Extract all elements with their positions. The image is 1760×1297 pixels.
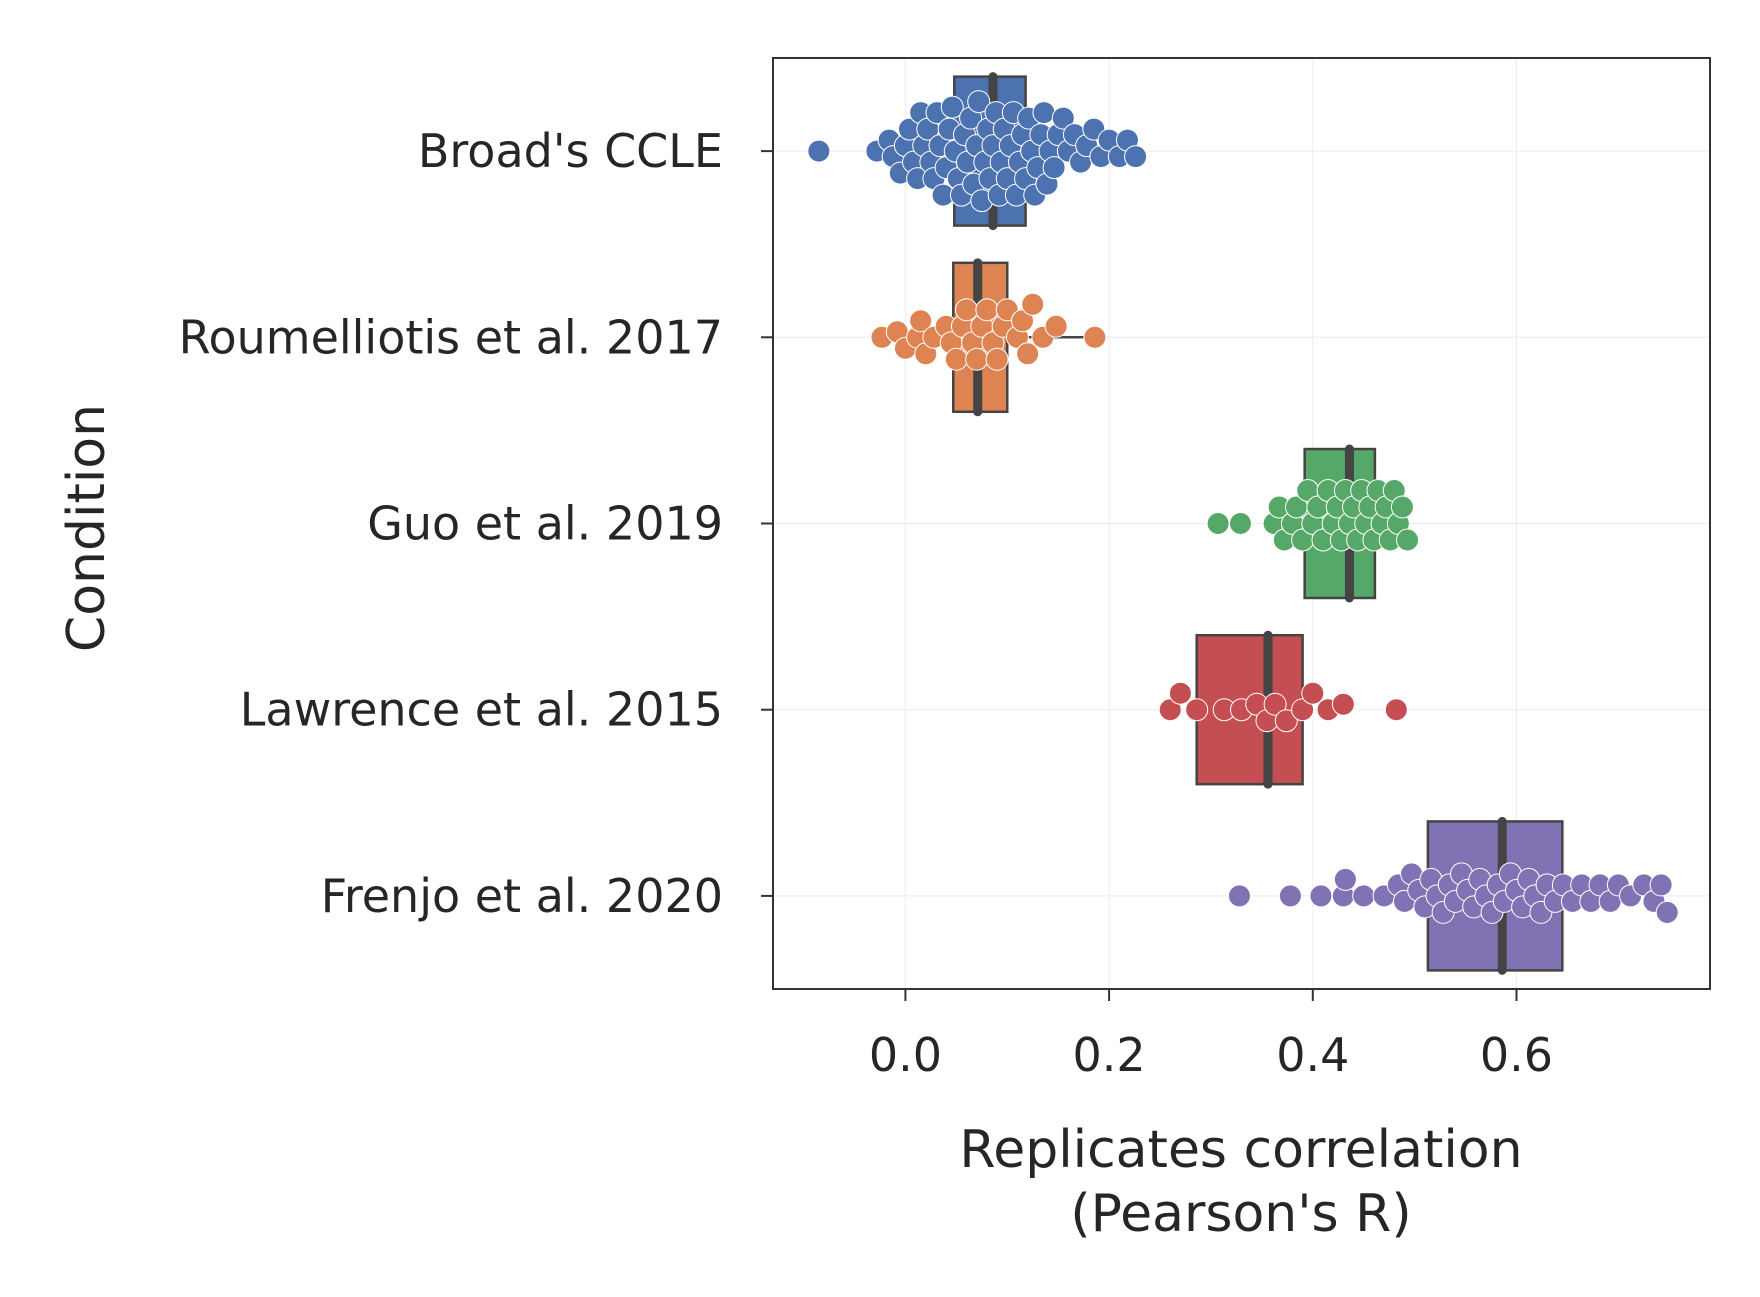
x-tick-label-3: 0.6 [1480, 1028, 1553, 1082]
data-point-1-23 [1021, 292, 1045, 316]
data-point-0-53 [1042, 156, 1066, 180]
data-point-4-4 [1333, 867, 1357, 891]
data-point-3-9 [1291, 698, 1315, 722]
data-point-1-9 [944, 347, 968, 371]
x-axis-label-line2: (Pearson's R) [1070, 1184, 1411, 1244]
data-point-1-17 [985, 347, 1009, 371]
y-tick-label-3: Lawrence et al. 2015 [240, 683, 723, 737]
data-point-0-55 [1051, 106, 1075, 130]
data-point-1-25 [1044, 314, 1068, 338]
data-point-3-13 [1384, 698, 1408, 722]
data-point-2-30 [1390, 495, 1414, 519]
y-tick-label-4: Frenjo et al. 2020 [321, 869, 723, 923]
data-point-4-0 [1227, 884, 1251, 908]
y-axis-label: Condition [57, 404, 117, 652]
x-tick-label-1: 0.2 [1073, 1028, 1146, 1082]
y-tick-label-2: Guo et al. 2019 [367, 497, 723, 551]
data-point-1-15 [975, 298, 999, 322]
data-point-3-1 [1168, 681, 1192, 705]
x-axis-label: Replicates correlation [959, 1120, 1522, 1180]
data-point-4-1 [1278, 884, 1302, 908]
data-point-2-1 [1228, 512, 1252, 535]
data-point-0-50 [1032, 101, 1056, 125]
data-point-3-10 [1301, 681, 1325, 705]
data-point-3-12 [1331, 692, 1355, 716]
data-point-2-0 [1206, 512, 1230, 535]
y-tick-label-1: Roumelliotis et al. 2017 [179, 310, 723, 364]
x-tick-label-2: 0.4 [1276, 1028, 1349, 1082]
data-point-1-26 [1083, 325, 1107, 349]
data-point-1-21 [1011, 309, 1035, 333]
data-point-0-28 [967, 90, 991, 114]
data-point-4-43 [1649, 873, 1673, 897]
data-point-4-44 [1655, 900, 1679, 924]
data-point-1-4 [909, 309, 933, 333]
data-point-4-5 [1352, 884, 1376, 908]
data-point-3-8 [1274, 709, 1298, 733]
x-tick-label-0: 0.0 [869, 1028, 942, 1082]
data-point-0-19 [940, 95, 964, 119]
data-point-3-7 [1263, 692, 1287, 716]
data-point-1-13 [965, 347, 989, 371]
x-axis-ticks: 0.0 0.2 0.4 0.6 [869, 989, 1553, 1082]
data-point-0-0 [807, 139, 831, 163]
data-point-3-2 [1185, 698, 1209, 722]
points [807, 90, 1679, 924]
y-tick-label-0: Broad's CCLE [418, 124, 723, 178]
data-point-3-0 [1158, 698, 1182, 722]
data-point-1-22 [1016, 342, 1040, 366]
y-axis-ticks: Broad's CCLE Roumelliotis et al. 2017 Guo … [179, 124, 773, 923]
data-point-4-2 [1309, 884, 1333, 908]
data-point-2-31 [1396, 528, 1420, 552]
data-point-1-11 [955, 298, 979, 322]
data-point-0-65 [1124, 145, 1148, 169]
